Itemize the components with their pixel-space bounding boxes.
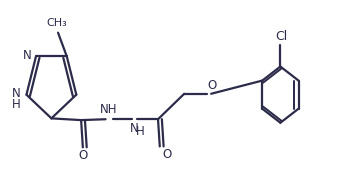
Text: N: N bbox=[12, 87, 21, 100]
Text: N: N bbox=[130, 122, 138, 135]
Text: O: O bbox=[207, 79, 216, 92]
Text: O: O bbox=[78, 149, 87, 162]
Text: NH: NH bbox=[100, 103, 117, 116]
Text: N: N bbox=[23, 49, 32, 62]
Text: O: O bbox=[163, 148, 172, 161]
Text: H: H bbox=[136, 125, 145, 138]
Text: CH₃: CH₃ bbox=[46, 18, 67, 28]
Text: H: H bbox=[12, 98, 21, 111]
Text: Cl: Cl bbox=[275, 30, 287, 43]
